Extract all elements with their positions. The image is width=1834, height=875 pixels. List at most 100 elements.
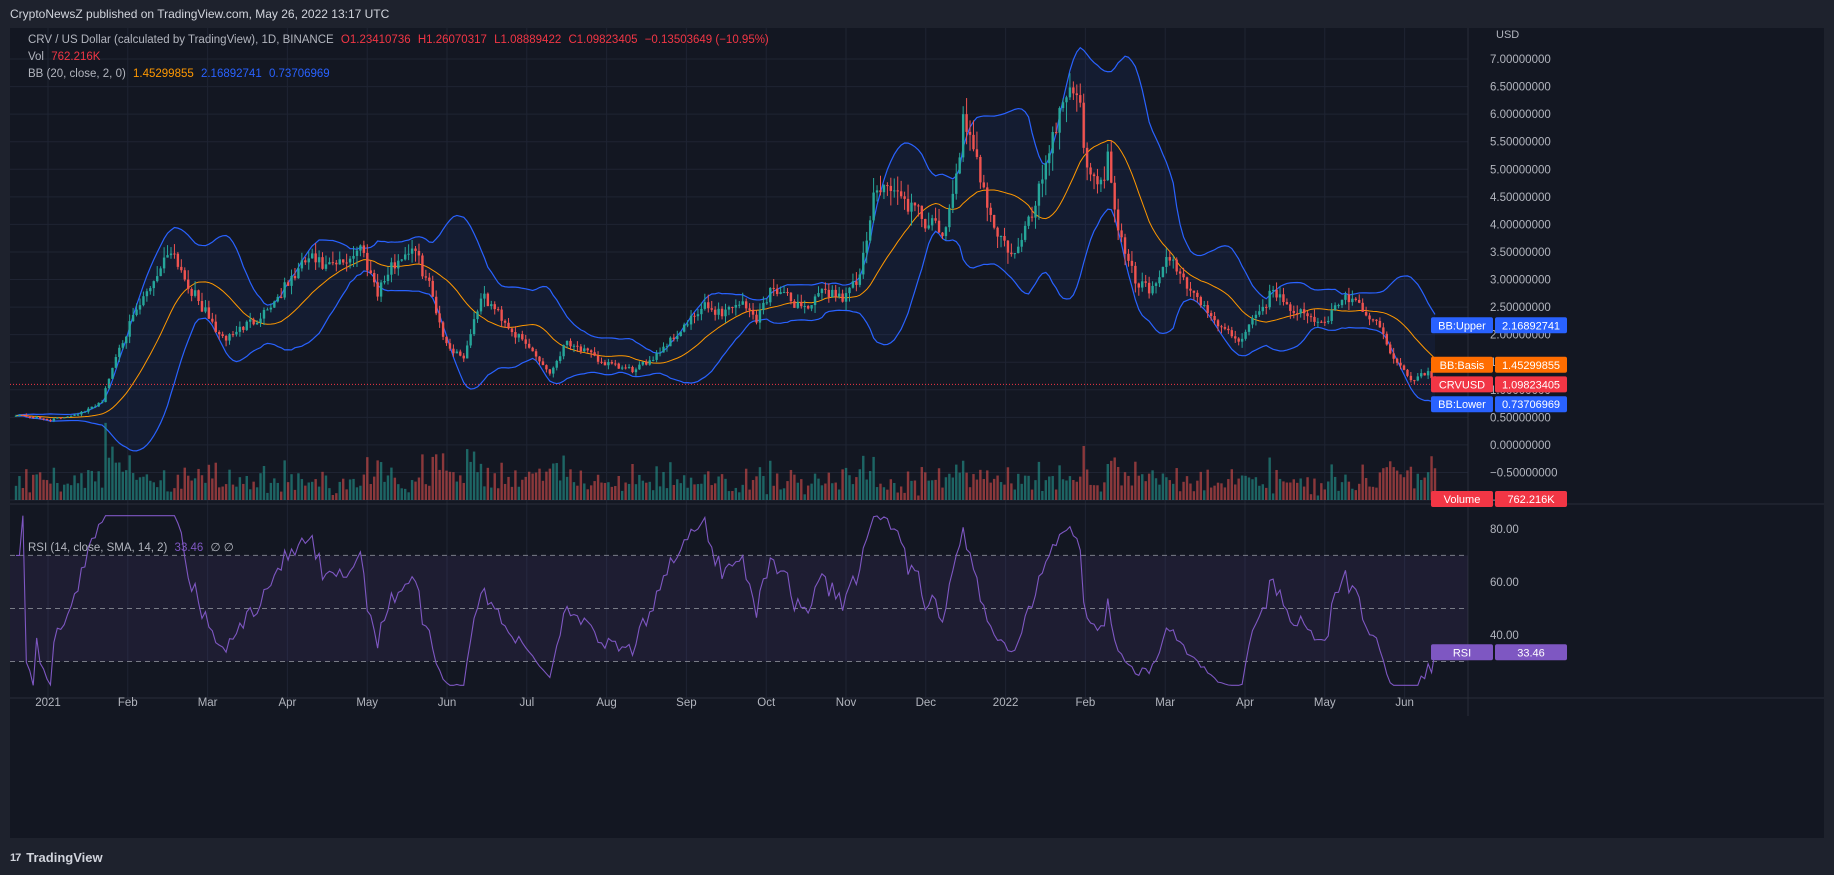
candle-body [769, 287, 772, 303]
candle-body [142, 296, 145, 306]
volume-bar [1402, 477, 1406, 500]
volume-bar [35, 474, 38, 500]
candle-body [576, 345, 579, 347]
volume-bar [1375, 487, 1378, 500]
candle-body [393, 262, 397, 269]
candle-body [624, 367, 627, 369]
candle-body [245, 321, 248, 330]
volume-bar [1116, 466, 1120, 500]
volume-bar [193, 478, 197, 500]
bb-basis-line [15, 139, 1436, 419]
candle-body [1141, 281, 1144, 288]
candle-body [1375, 319, 1378, 321]
volume-bar [341, 478, 345, 500]
candle-body [982, 182, 986, 188]
candle-body [59, 417, 62, 419]
volume-bar [328, 488, 331, 500]
volume-bar [982, 479, 986, 500]
candle-body [782, 292, 786, 294]
candle-body [459, 351, 462, 356]
volume-bar [1385, 467, 1388, 500]
candle-body [1340, 299, 1344, 306]
volume-bar [441, 453, 445, 500]
volume-bar [335, 493, 338, 500]
volume-bar [872, 456, 875, 500]
candle-body [851, 281, 855, 288]
candle-body [1051, 132, 1054, 154]
candle-body [717, 308, 720, 315]
candle-body [107, 378, 111, 389]
candle-body [562, 344, 565, 357]
price-tick: 2.50000000 [1490, 302, 1551, 314]
candle-body [631, 366, 634, 373]
volume-bar [379, 462, 383, 500]
volume-bar [707, 471, 710, 500]
candle-body [341, 259, 345, 263]
candle-body [1023, 225, 1027, 240]
time-tick: Apr [1236, 697, 1254, 709]
volume-bar [986, 470, 989, 500]
candle-body [135, 309, 138, 316]
volume-bar [893, 483, 896, 500]
volume-bar [1096, 485, 1099, 500]
volume-bar [734, 487, 738, 500]
candle-body [410, 248, 414, 254]
volume-bar [149, 480, 152, 500]
candle-body [999, 236, 1003, 238]
volume-bar [1227, 479, 1230, 500]
candle-body [810, 305, 813, 309]
volume-bar [204, 482, 207, 500]
volume-bar [242, 483, 245, 500]
volume-bar [1010, 483, 1013, 500]
candle-body [83, 411, 87, 413]
candle-body [121, 343, 124, 348]
candle-body [14, 415, 18, 417]
candle-body [944, 227, 948, 237]
price-tick: 6.00000000 [1490, 109, 1551, 121]
volume-bar [49, 483, 52, 500]
candle-body [579, 346, 583, 352]
bb-basis-tag-name: BB:Basis [1440, 360, 1485, 372]
tradingview-logo[interactable]: 17 TradingView [10, 850, 103, 865]
volume-bar [827, 472, 831, 500]
volume-bar [1058, 465, 1061, 500]
candle-body [1230, 330, 1234, 337]
candle-body [1220, 326, 1223, 328]
candle-body [789, 292, 793, 302]
candle-body [1110, 151, 1113, 183]
volume-bar [803, 494, 806, 500]
candle-body [1282, 294, 1285, 303]
volume-bar [1230, 469, 1234, 500]
volume-bar [279, 491, 283, 500]
candle-body [1289, 304, 1292, 311]
volume-bar [1144, 481, 1147, 500]
volume-bar [527, 471, 531, 500]
candle-body [1006, 240, 1010, 253]
volume-bar [1082, 445, 1085, 500]
chart-frame[interactable]: USD 7.00000000 6.50000000 6.00000000 5.50000… [10, 28, 1824, 838]
volume-bar [844, 467, 848, 500]
volume-bar [434, 454, 438, 500]
candle-body [1309, 316, 1313, 318]
time-tick: Mar [198, 697, 218, 709]
volume-bar [651, 490, 655, 500]
candle-body [49, 420, 52, 422]
volume-bar [438, 469, 441, 500]
volume-bar [727, 491, 731, 500]
candle-body [97, 402, 100, 407]
time-tick: Feb [1075, 697, 1095, 709]
volume-bar [627, 483, 631, 500]
last-price-tag-name: CRVUSD [1439, 379, 1485, 391]
candle-body [1302, 309, 1306, 314]
volume-bar [269, 482, 273, 500]
volume-bar [899, 486, 903, 500]
candle-body [868, 220, 872, 241]
price-chart[interactable]: USD 7.00000000 6.50000000 6.00000000 5.50000… [10, 28, 1824, 838]
volume-bar [493, 473, 496, 500]
candle-body [156, 276, 159, 282]
time-tick: 2022 [993, 697, 1019, 709]
candle-body [1048, 153, 1051, 164]
candle-body [1154, 283, 1158, 286]
candle-body [104, 388, 107, 403]
candle-body [486, 293, 490, 307]
